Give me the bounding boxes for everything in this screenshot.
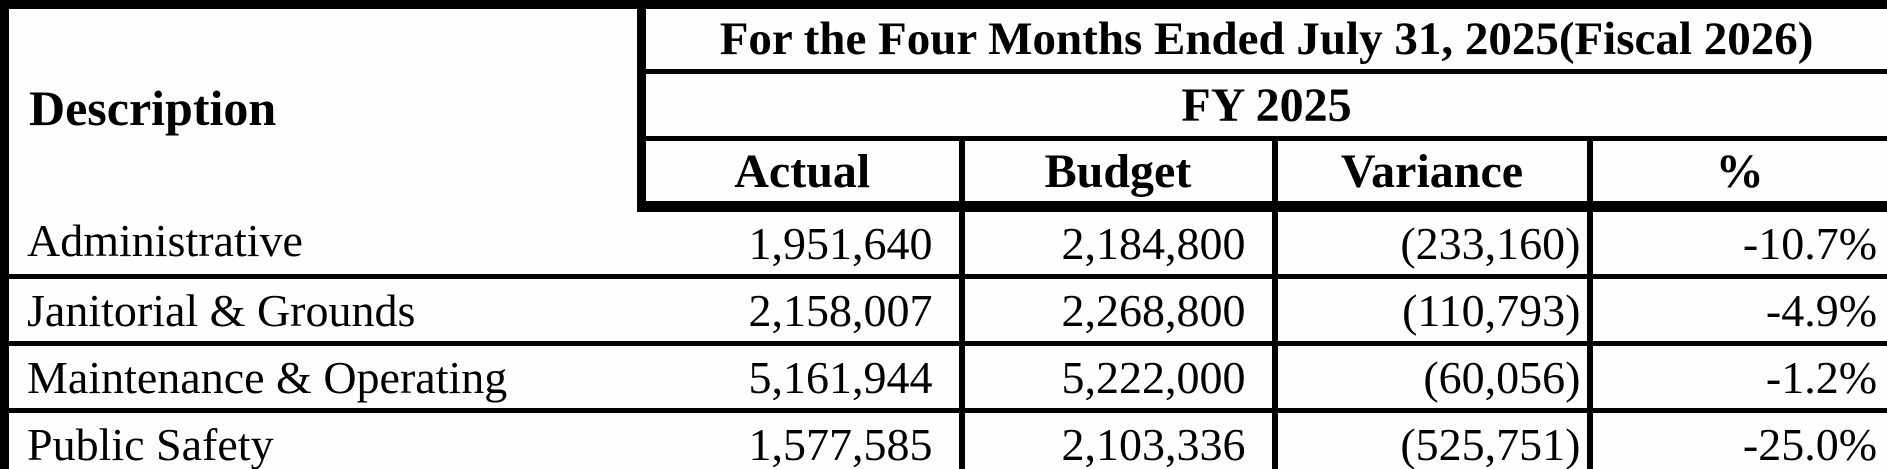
table-row-administrative: Administrative 1,951,640 2,184,800 (233,…: [4, 206, 1887, 279]
header-row-fiscal-year: FY 2025: [5, 71, 1887, 141]
header-row-columns: Actual Budget Variance %: [5, 138, 1887, 212]
actual-cell: 5,161,944: [641, 343, 962, 413]
fiscal-year-header: FY 2025: [641, 71, 1887, 141]
header-row-period: Description For the Four Months Ended Ju…: [4, 4, 1887, 207]
actual-cell: 1,577,585: [748, 418, 933, 469]
budget-cell: 2,268,800: [958, 276, 1275, 346]
variance-cell: (60,056): [1271, 343, 1590, 413]
period-header: For the Four Months Ended July 31, 2025(…: [641, 4, 1887, 74]
actual-cell: 1,951,640: [641, 206, 962, 279]
column-header-percent: %: [1586, 138, 1887, 212]
column-header-actual: Actual: [641, 138, 962, 212]
column-header-budget: Budget: [958, 138, 1275, 212]
percent-cell: -4.9%: [1586, 276, 1887, 346]
table-row-maintenance-operating: Maintenance & Operating 5,161,944 5,222,…: [4, 343, 1887, 413]
table-row-public-safety: Public Safety 1,577,585 2,103,336 (525,7…: [5, 410, 1887, 469]
description-cell: Administrative: [4, 206, 642, 279]
variance-cell: (525,751): [1271, 410, 1590, 469]
description-column-header: Description: [4, 4, 646, 207]
variance-cell: (233,160): [1271, 206, 1590, 279]
description-cell: Maintenance & Operating: [4, 343, 642, 413]
variance-cell: (110,793): [1271, 276, 1590, 346]
percent-cell: -25.0%: [1586, 410, 1887, 469]
budget-cell: 2,184,800: [958, 206, 1275, 279]
description-cell: Janitorial & Grounds: [4, 276, 642, 346]
percent-cell: -1.2%: [1586, 343, 1887, 413]
table-row-janitorial-grounds: Janitorial & Grounds 2,158,007 2,268,800…: [4, 276, 1887, 346]
description-cell: Public Safety: [27, 418, 274, 469]
actual-cell: 2,158,007: [641, 276, 962, 346]
percent-cell: -10.7%: [1586, 206, 1887, 279]
budget-cell: 5,222,000: [958, 343, 1275, 413]
column-header-variance: Variance: [1271, 138, 1590, 212]
budget-cell: 2,103,336: [958, 410, 1275, 469]
